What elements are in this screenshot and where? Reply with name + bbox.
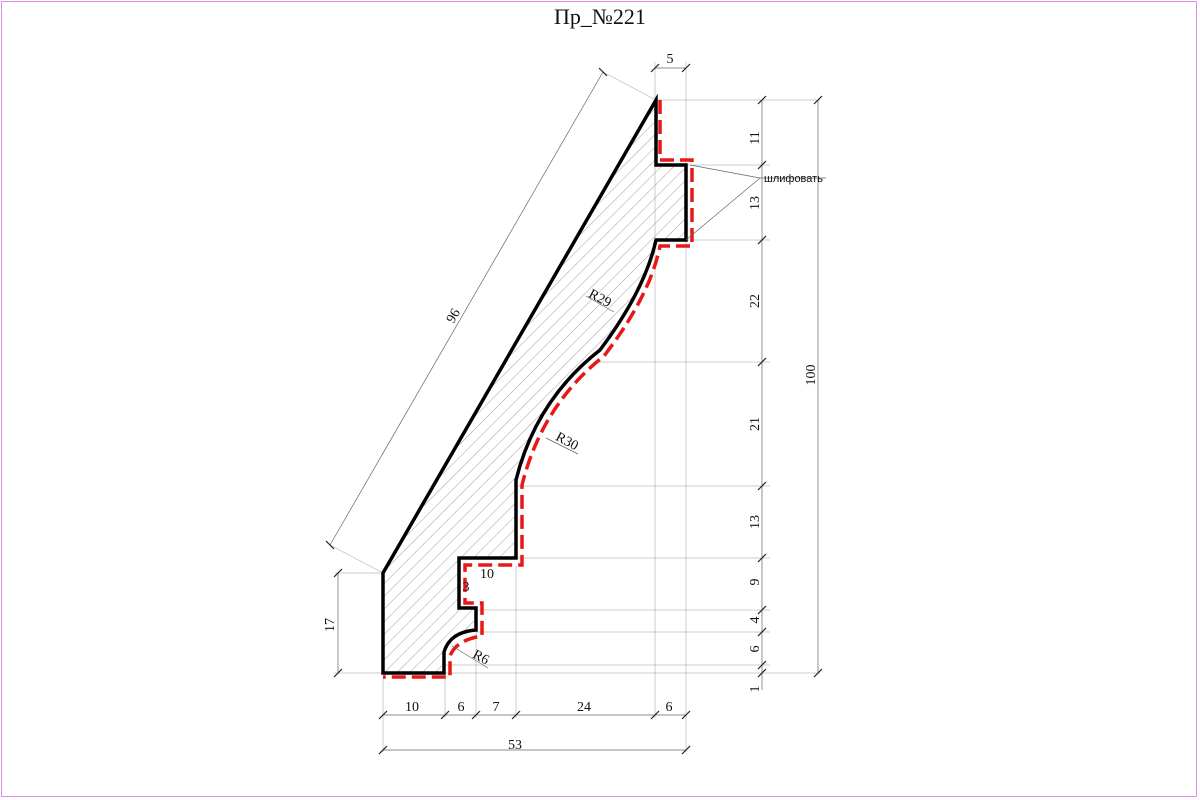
dim-right-1: 11 bbox=[748, 131, 763, 144]
dim-bottom-5: 6 bbox=[666, 700, 673, 715]
dim-left-height: 17 bbox=[323, 618, 338, 632]
dim-step-height: 3 bbox=[463, 580, 470, 595]
dim-right-5: 13 bbox=[748, 515, 763, 529]
dim-overall-width: 53 bbox=[508, 738, 522, 753]
dim-right-3: 22 bbox=[748, 294, 763, 308]
radius-r6-label: R6 bbox=[470, 647, 491, 668]
dim-bottom-2: 6 bbox=[458, 700, 465, 715]
dim-total-height: 100 bbox=[804, 365, 819, 386]
dim-right-2: 13 bbox=[748, 196, 763, 210]
dim-slope-length: 96 bbox=[444, 306, 464, 326]
sanding-line bbox=[383, 100, 694, 679]
dim-right-6: 9 bbox=[748, 579, 763, 586]
dim-top-width: 5 bbox=[667, 52, 674, 67]
dim-right-4: 21 bbox=[748, 417, 763, 431]
dimension-ticks bbox=[325, 63, 823, 755]
sanding-note: шлифовать bbox=[764, 173, 823, 185]
radius-r30-label: R30 bbox=[553, 430, 581, 454]
dim-right-8: 6 bbox=[748, 646, 763, 653]
dim-step-width: 10 bbox=[480, 567, 494, 582]
drawing-title: Пр_№221 bbox=[554, 4, 646, 29]
dim-bottom-4: 24 bbox=[577, 700, 591, 715]
guide-lines bbox=[329, 62, 820, 752]
profile-section bbox=[381, 93, 688, 675]
dimension-lines bbox=[329, 67, 826, 751]
dim-right-9: 1 bbox=[748, 686, 763, 693]
dim-right-7: 4 bbox=[748, 617, 763, 624]
dim-bottom-3: 7 bbox=[493, 700, 500, 715]
dim-bottom-1: 10 bbox=[405, 700, 419, 715]
